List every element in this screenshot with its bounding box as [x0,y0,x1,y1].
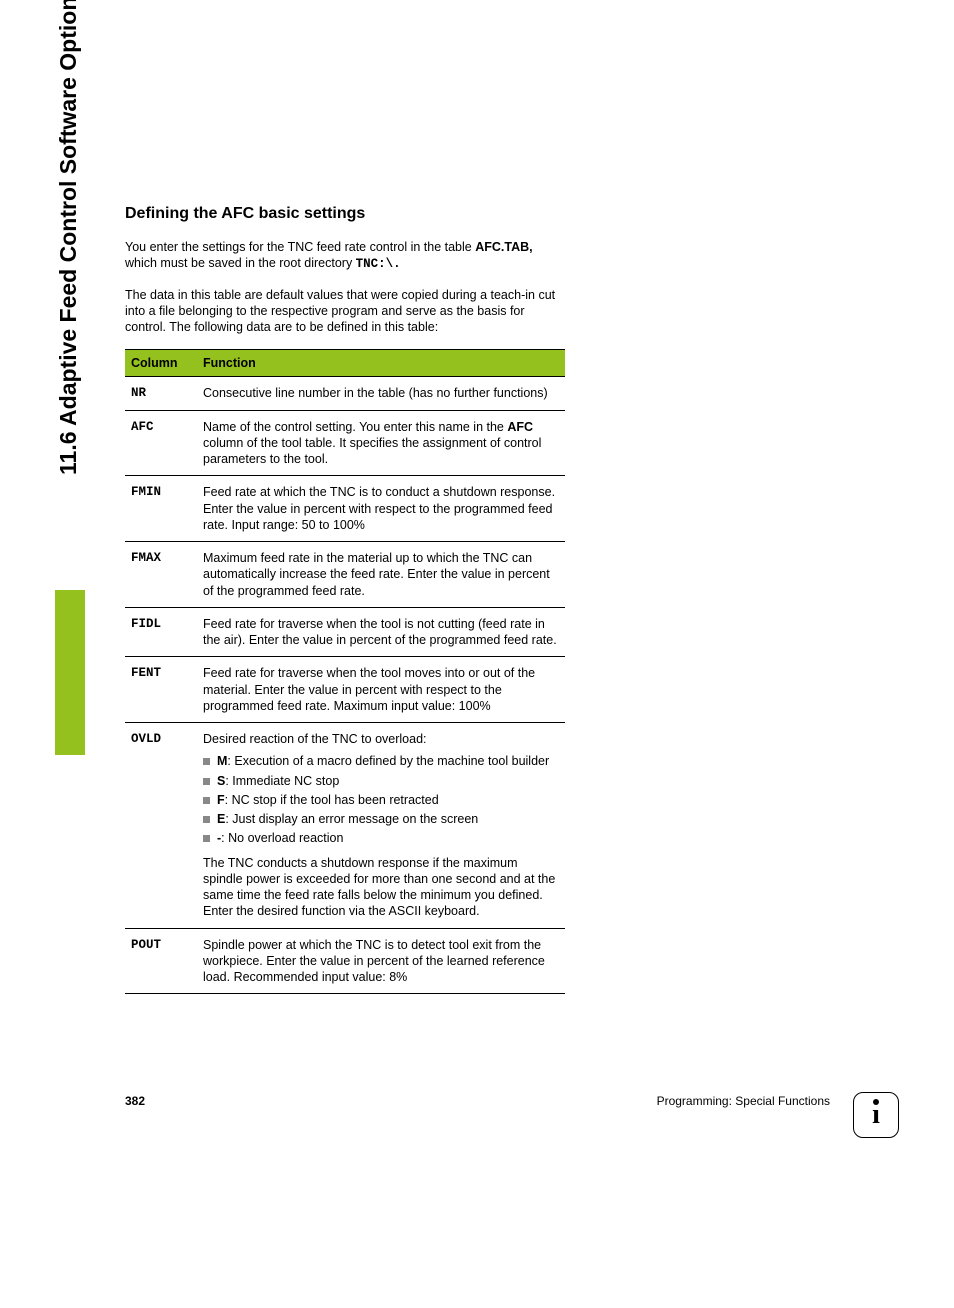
cell-function: Feed rate for traverse when the tool is … [197,607,565,657]
table-row: FMAX Maximum feed rate in the material u… [125,542,565,608]
info-stem-icon: ı [872,1101,880,1129]
intro-paragraph-1: You enter the settings for the TNC feed … [125,239,565,273]
cell-column: FMIN [125,476,197,542]
cell-function: Name of the control setting. You enter t… [197,410,565,476]
li-text: : Just display an error message on the s… [225,812,478,826]
table-row: OVLD Desired reaction of the TNC to over… [125,723,565,929]
li-bold: M [217,754,227,768]
table-row: FMIN Feed rate at which the TNC is to co… [125,476,565,542]
ovld-lead: Desired reaction of the TNC to overload: [203,731,559,747]
chapter-title: Programming: Special Functions [657,1094,830,1108]
table-row: POUT Spindle power at which the TNC is t… [125,928,565,994]
section-heading: Defining the AFC basic settings [125,205,565,223]
intro1-mid: which must be saved in the root director… [125,256,356,270]
cell-column: FMAX [125,542,197,608]
main-content: Defining the AFC basic settings You ente… [125,205,565,994]
col-header-function: Function [197,350,565,377]
li-text: : Execution of a macro defined by the ma… [227,754,549,768]
cell-column: FENT [125,657,197,723]
intro1-pre: You enter the settings for the TNC feed … [125,240,475,254]
page-footer: 382 Programming: Special Functions [125,1094,830,1108]
cell-column: AFC [125,410,197,476]
table-row: FIDL Feed rate for traverse when the too… [125,607,565,657]
table-row: AFC Name of the control setting. You ent… [125,410,565,476]
info-icon: ı [853,1092,899,1138]
col-header-column: Column [125,350,197,377]
page-number: 382 [125,1094,145,1108]
table-row: FENT Feed rate for traverse when the too… [125,657,565,723]
ovld-tail: The TNC conducts a shutdown response if … [203,855,559,920]
intro1-bold: AFC.TAB, [475,240,532,254]
list-item: -: No overload reaction [203,830,559,846]
cell-function: Maximum feed rate in the material up to … [197,542,565,608]
li-text: : Immediate NC stop [225,774,339,788]
cell-function: Spindle power at which the TNC is to det… [197,928,565,994]
cell-column: OVLD [125,723,197,929]
cell-column: FIDL [125,607,197,657]
list-item: F: NC stop if the tool has been retracte… [203,792,559,808]
afc-bold: AFC [507,420,533,434]
afc-table: Column Function NR Consecutive line numb… [125,349,565,994]
sidebar-accent-bar [55,590,85,755]
cell-function: Feed rate at which the TNC is to conduct… [197,476,565,542]
table-row: NR Consecutive line number in the table … [125,377,565,410]
cell-function: Desired reaction of the TNC to overload:… [197,723,565,929]
afc-pre: Name of the control setting. You enter t… [203,420,507,434]
cell-column: POUT [125,928,197,994]
cell-function: Feed rate for traverse when the tool mov… [197,657,565,723]
sidebar-title: 11.6 Adaptive Feed Control Software Opti… [55,0,82,475]
ovld-list: M: Execution of a macro defined by the m… [203,753,559,846]
afc-post: column of the tool table. It specifies t… [203,436,541,466]
list-item: S: Immediate NC stop [203,773,559,789]
list-item: E: Just display an error message on the … [203,811,559,827]
intro-paragraph-2: The data in this table are default value… [125,287,565,336]
li-text: : NC stop if the tool has been retracted [225,793,439,807]
cell-column: NR [125,377,197,410]
table-header-row: Column Function [125,350,565,377]
li-bold: F [217,793,225,807]
list-item: M: Execution of a macro defined by the m… [203,753,559,769]
cell-function: Consecutive line number in the table (ha… [197,377,565,410]
li-text: : No overload reaction [221,831,343,845]
intro1-mono: TNC:\. [356,257,401,271]
